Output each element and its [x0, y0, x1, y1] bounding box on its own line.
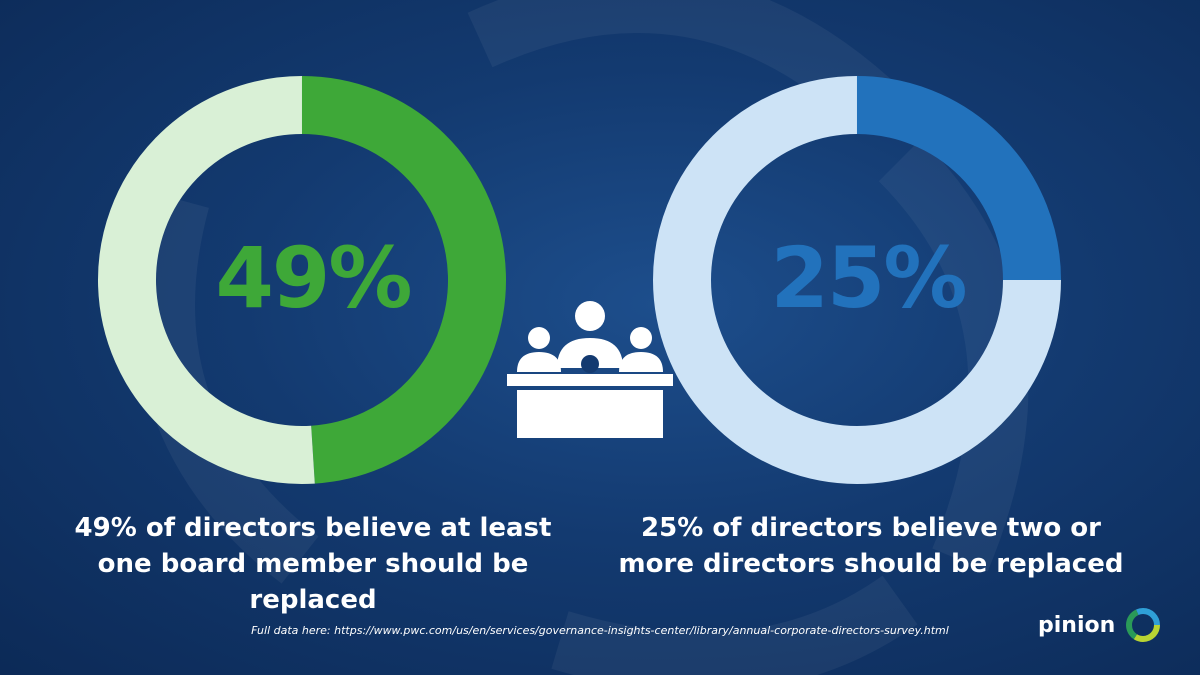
donut-left-slice-1 — [98, 76, 315, 484]
left-caption: 49% of directors believe at least one bo… — [74, 513, 552, 615]
donut-left-slice-0 — [301, 76, 506, 484]
pinion-ring-logo-icon — [1126, 608, 1161, 642]
left-percentage-label: 49% — [215, 229, 412, 327]
right-percentage-label: 25% — [770, 229, 967, 327]
source-link[interactable]: Full data here: https://www.pwc.com/us/e… — [251, 624, 949, 637]
brand-name: pinion — [1038, 612, 1116, 638]
brand-logo: pinion — [1038, 603, 1163, 647]
boardroom-meeting-icon — [507, 301, 673, 438]
right-caption: 25% of directors believe two or more dir… — [618, 513, 1124, 579]
donut-right-slice-1 — [653, 76, 1061, 484]
donut-right-slice-0 — [856, 76, 1061, 281]
